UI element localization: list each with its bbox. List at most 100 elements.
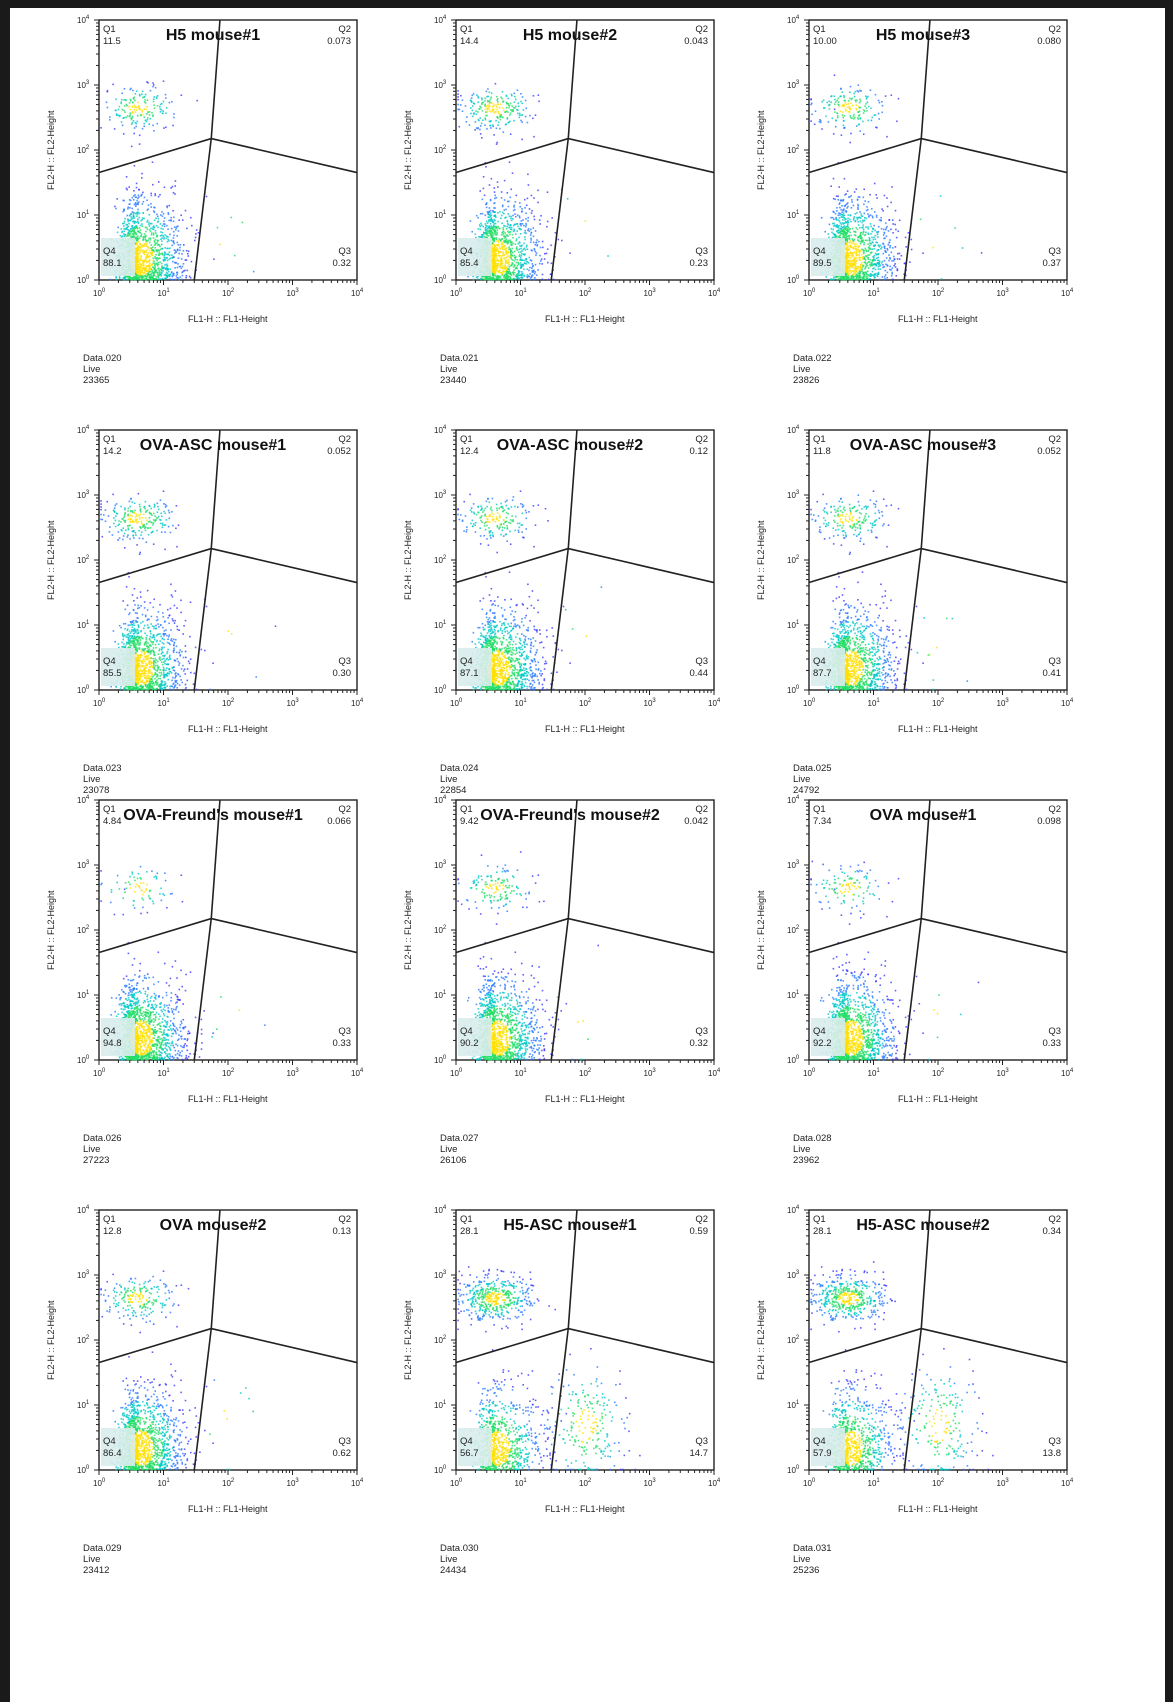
event-dot <box>857 205 860 207</box>
event-dot <box>842 236 844 238</box>
event-dot <box>843 104 845 106</box>
event-dot <box>505 267 508 270</box>
event-dot <box>886 249 889 251</box>
event-dot <box>506 265 509 268</box>
event-dot <box>490 218 493 220</box>
event-dot <box>881 246 883 249</box>
event-dot <box>121 124 124 127</box>
event-dot <box>154 262 156 265</box>
event-dot <box>887 244 890 246</box>
event-dot <box>856 228 859 231</box>
event-dot <box>492 269 495 271</box>
event-dot <box>493 202 496 204</box>
event-dot <box>160 268 163 271</box>
event-dot <box>497 252 500 254</box>
event-dot <box>513 265 516 267</box>
event-dot <box>873 263 876 265</box>
event-dot <box>884 278 886 280</box>
event-dot <box>492 210 494 212</box>
event-dot <box>160 278 163 281</box>
gate-line <box>211 137 358 174</box>
event-dot <box>143 101 146 103</box>
event-dot <box>535 254 537 256</box>
event-dot <box>170 216 172 219</box>
event-dot <box>865 265 867 268</box>
event-dot <box>152 82 154 84</box>
event-dot <box>187 252 189 255</box>
event-dot <box>128 222 130 225</box>
event-dot <box>496 276 499 279</box>
event-dot <box>855 278 857 280</box>
event-dot <box>151 228 154 230</box>
event-dot <box>498 107 501 109</box>
event-dot <box>151 271 153 274</box>
event-dot <box>855 267 857 270</box>
event-dot <box>143 108 146 110</box>
event-dot <box>877 253 880 255</box>
event-dot <box>174 193 176 195</box>
event-dot <box>845 254 847 257</box>
event-dot <box>832 197 835 200</box>
event-dot <box>530 232 533 234</box>
event-dot <box>138 253 140 255</box>
event-dot <box>149 273 151 276</box>
event-dot <box>507 235 509 237</box>
event-dot <box>838 186 840 188</box>
event-dot <box>173 226 176 228</box>
q2-label: Q2 <box>338 24 351 35</box>
event-dot <box>939 195 942 197</box>
event-dot <box>519 222 522 225</box>
event-dot <box>837 97 840 100</box>
event-dot <box>136 268 139 270</box>
event-dot <box>511 233 514 236</box>
event-dot <box>842 212 845 214</box>
event-dot <box>493 222 495 225</box>
event-dot <box>506 243 509 245</box>
event-dot <box>539 262 541 265</box>
event-dot <box>842 124 845 127</box>
event-dot <box>516 249 519 251</box>
event-dot <box>858 253 860 256</box>
event-dot <box>847 226 850 229</box>
event-dot <box>155 217 157 219</box>
event-dot <box>141 223 143 225</box>
event-dot <box>505 272 508 275</box>
event-dot <box>493 252 495 254</box>
event-dot <box>126 226 129 228</box>
event-dot <box>495 275 498 278</box>
event-dot <box>195 233 197 235</box>
event-dot <box>525 222 527 225</box>
event-dot <box>526 244 528 247</box>
event-dot <box>507 230 509 233</box>
event-dot <box>518 248 521 250</box>
event-dot <box>132 212 135 214</box>
event-dot <box>146 269 148 272</box>
event-dot <box>143 125 145 128</box>
event-dot <box>858 271 861 273</box>
event-dot <box>490 127 492 129</box>
event-dot <box>472 278 475 281</box>
event-dot <box>495 104 497 106</box>
event-dot <box>488 225 491 227</box>
event-dot <box>534 250 537 253</box>
event-dot <box>872 274 874 276</box>
event-dot <box>153 240 156 242</box>
event-dot <box>876 272 879 275</box>
event-dot <box>106 106 109 109</box>
event-dot <box>835 276 838 278</box>
event-dot <box>520 276 522 279</box>
event-dot <box>507 222 509 225</box>
event-dot <box>517 251 520 253</box>
q4-value: 85.4 <box>460 258 479 269</box>
event-dot <box>846 242 848 245</box>
event-dot <box>489 233 492 235</box>
event-dot <box>850 234 852 237</box>
event-dot <box>154 206 156 209</box>
event-dot <box>128 203 131 205</box>
event-dot <box>501 271 504 274</box>
event-dot <box>877 273 880 275</box>
event-dot <box>502 267 504 270</box>
event-dot <box>508 104 511 107</box>
event-dot <box>823 107 826 109</box>
event-dot <box>146 219 149 222</box>
